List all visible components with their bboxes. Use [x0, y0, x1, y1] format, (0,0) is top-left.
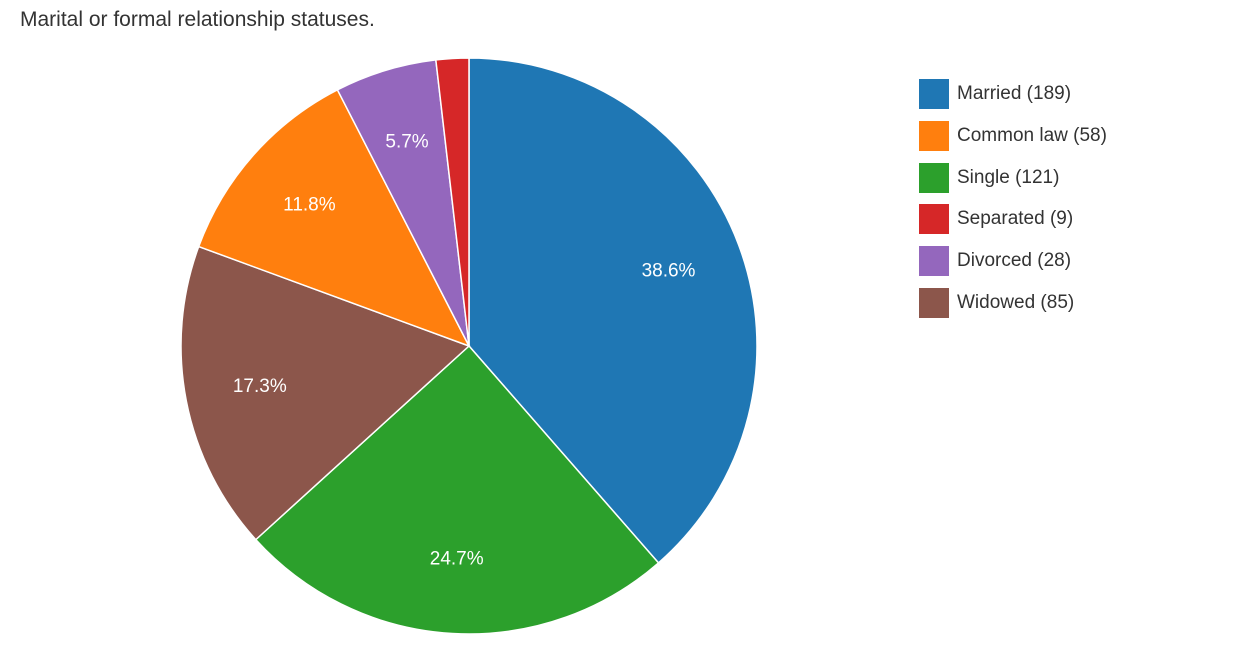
legend-label: Divorced (28): [957, 250, 1072, 272]
pie-slice-single[interactable]: [254, 344, 660, 635]
legend-item-separated[interactable]: Separated (9): [919, 204, 1107, 235]
legend-label: Common law (58): [957, 124, 1107, 146]
legend-label: Separated (9): [957, 208, 1074, 230]
legend-item-common-law[interactable]: Common law (58): [919, 120, 1107, 151]
legend-swatch: [919, 246, 949, 277]
slice-percent-label: 5.7%: [385, 132, 428, 153]
legend-swatch: [919, 287, 949, 318]
pie-slice-married[interactable]: [468, 57, 758, 564]
slice-percent-label: 11.8%: [283, 194, 336, 215]
legend-item-single[interactable]: Single (121): [919, 162, 1107, 193]
chart-title: Marital or formal relationship statuses.: [20, 8, 375, 31]
pie-slice-separated[interactable]: [435, 57, 470, 347]
legend-item-divorced[interactable]: Divorced (28): [919, 246, 1107, 277]
legend-item-married[interactable]: Married (189): [919, 79, 1107, 109]
chart-legend: Married (189) Common law (58) Single (121)…: [919, 79, 1107, 330]
legend-label: Married (189): [957, 83, 1072, 104]
legend-label: Widowed (85): [957, 291, 1075, 313]
legend-label: Single (121): [957, 166, 1060, 188]
legend-swatch: [919, 204, 949, 235]
legend-swatch: [919, 162, 949, 193]
pie-slice-common-law[interactable]: [197, 88, 471, 348]
legend-swatch: [919, 120, 949, 151]
slice-percent-label: 38.6%: [642, 261, 696, 282]
legend-item-widowed[interactable]: Widowed (85): [919, 287, 1107, 318]
legend-swatch: [919, 79, 949, 109]
slice-percent-label: 17.3%: [233, 376, 287, 397]
slice-percent-label: 24.7%: [430, 548, 484, 569]
